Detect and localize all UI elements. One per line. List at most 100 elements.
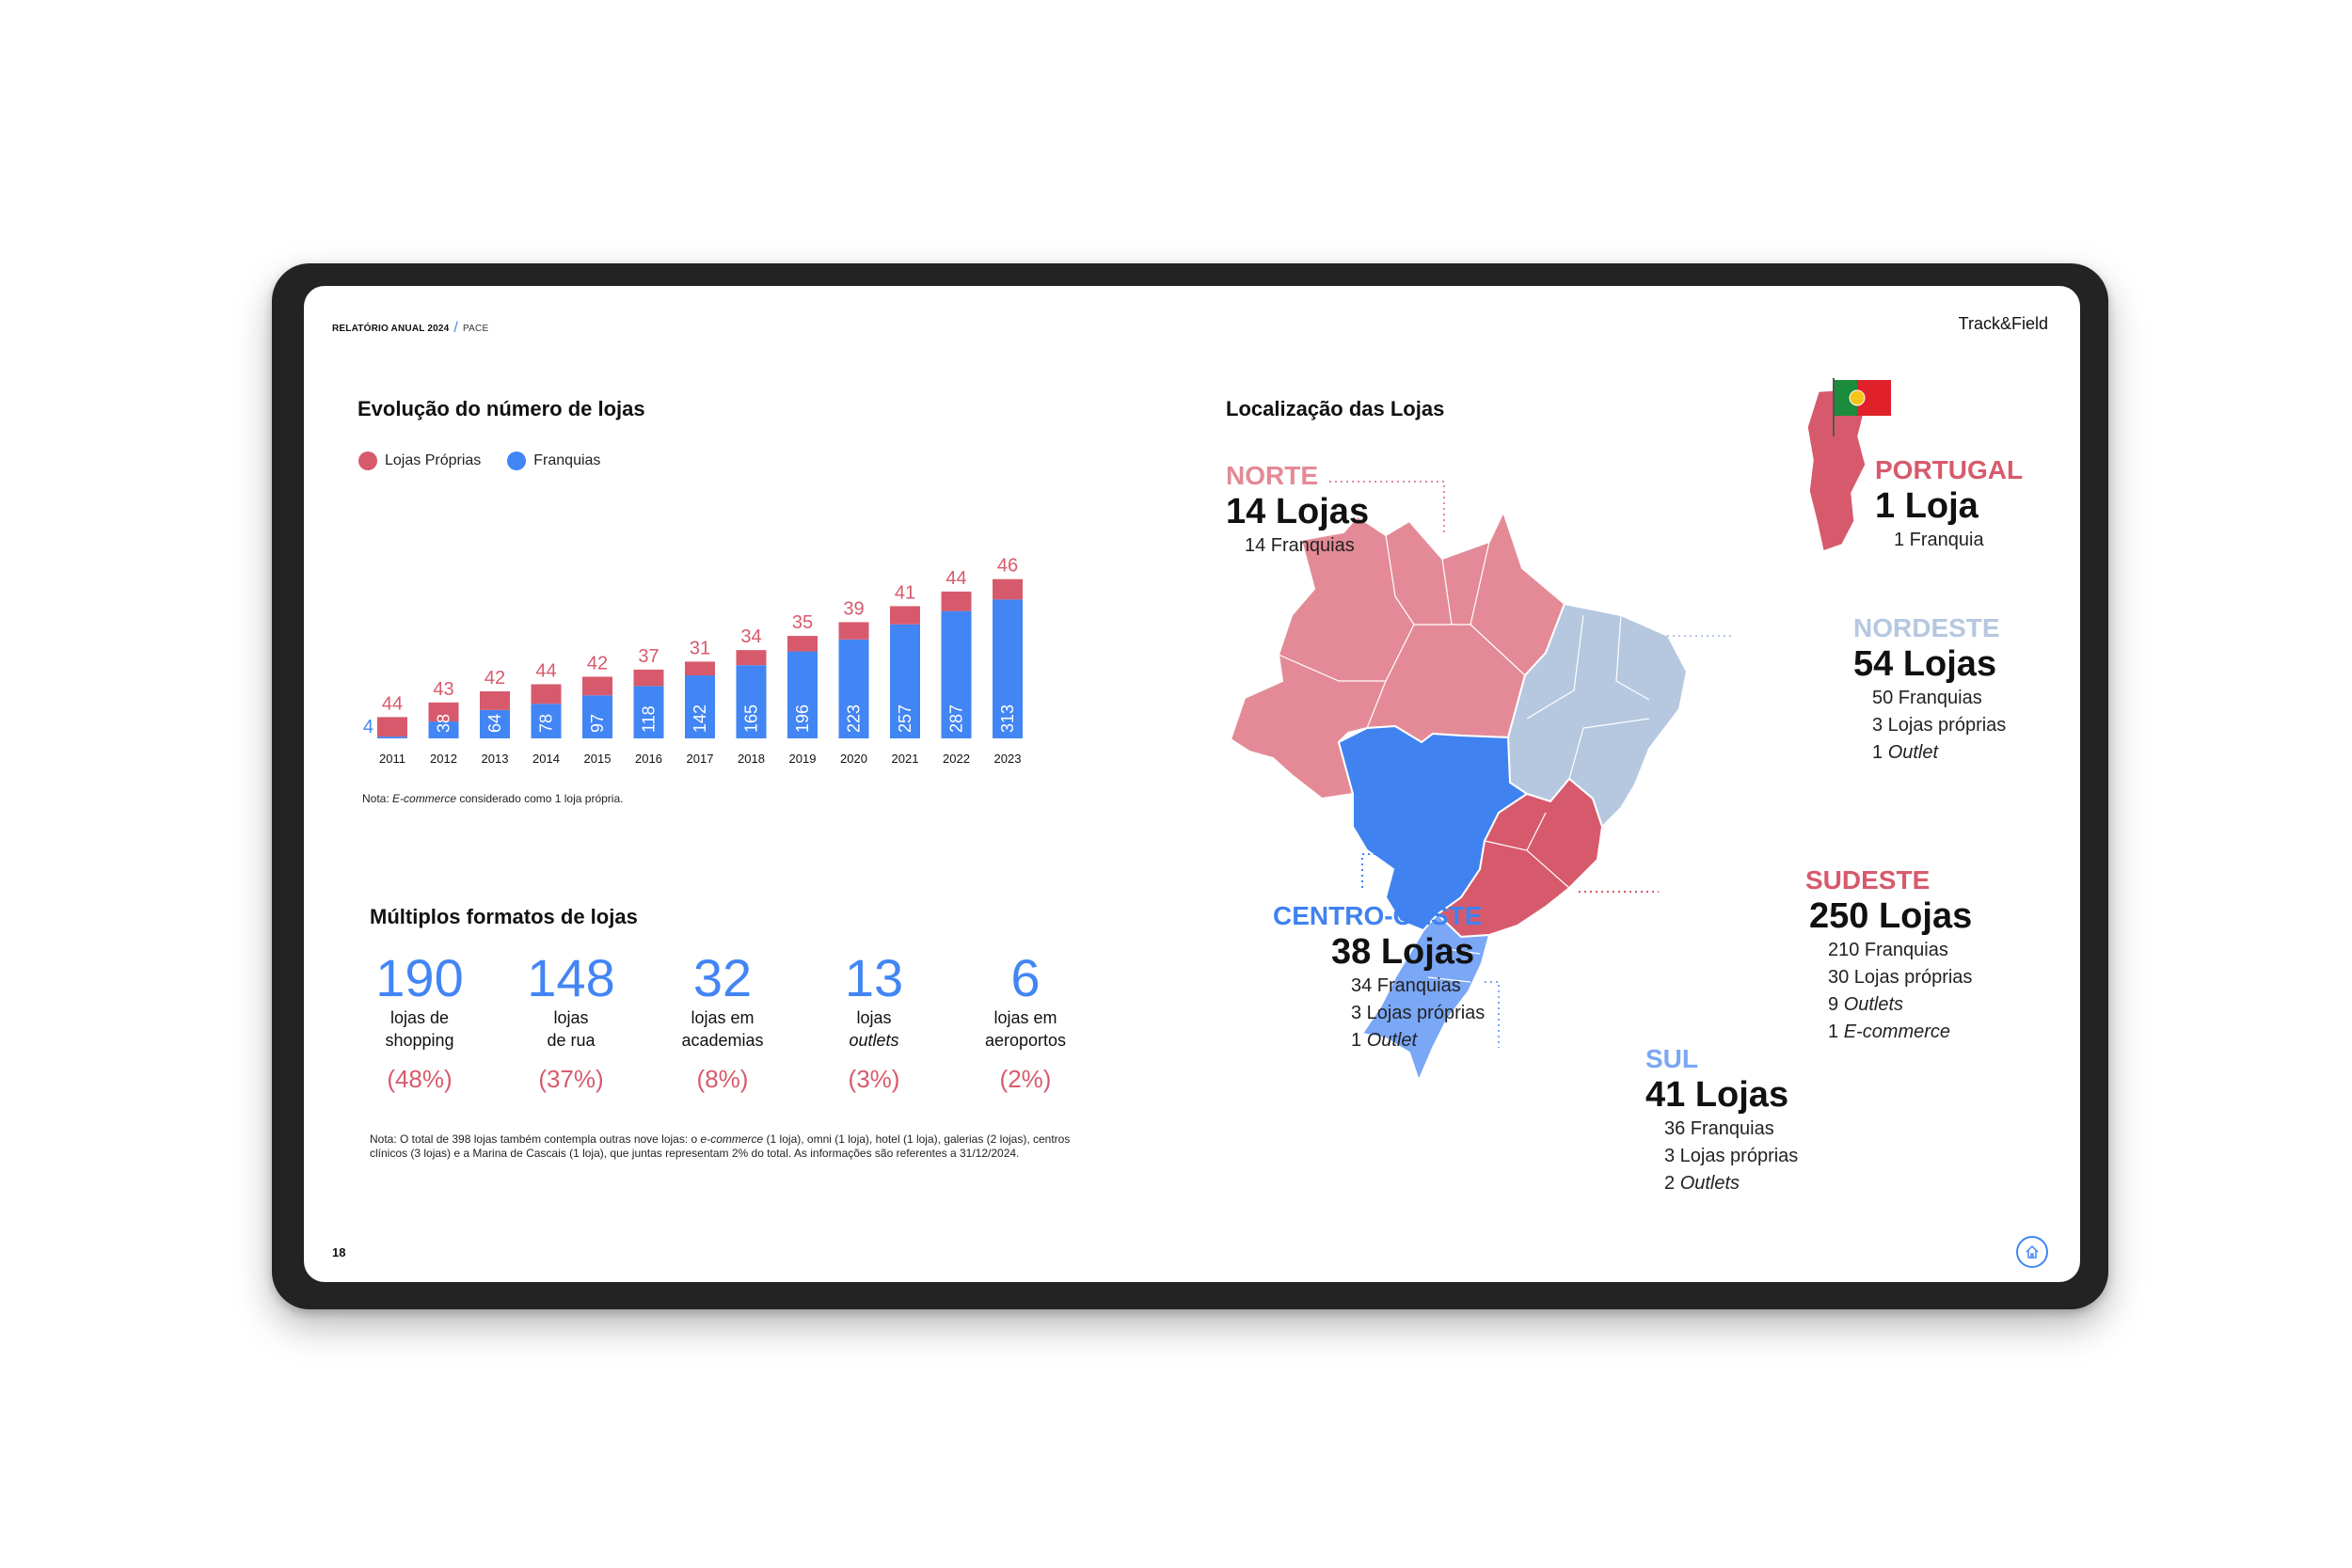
bar-franquias-2014 [531,704,562,738]
detail-word: Outlet [1366,1030,1418,1051]
format-label-1: lojas [553,1008,589,1027]
tick-label-2016: 2016 [635,752,662,766]
region-name: NORDESTE [1853,613,2000,642]
map-title: Localização das Lojas [1226,397,1445,420]
bar-franquias-2023 [993,599,1023,738]
region-detail: 3 Lojas próprias [1872,715,2007,736]
tick-label-2020: 2020 [840,752,867,766]
label-proprias-2013: 42 [485,668,505,689]
label-franquias-2021: 257 [896,705,914,733]
chart-note: Nota: E-commerce considerado como 1 loja… [362,792,623,806]
region-detail-outlets: 2 Outlets [1664,1170,1798,1197]
label-proprias-2018: 34 [740,626,761,647]
leader-centro-oeste-line [1361,853,1442,888]
report-header: RELATÓRIO ANUAL 2024 / PACE [332,320,488,337]
format-outlets: 13 lojas outlets (3%) [808,950,940,1094]
label-proprias-2021: 41 [895,582,915,603]
region-details: 50 Franquias 3 Lojas próprias 1 Outlet [1853,685,2006,767]
legend-dot-proprias [358,451,377,470]
detail-num: 2 [1664,1173,1676,1194]
tick-label-2017: 2017 [687,752,714,766]
home-button[interactable] [2016,1236,2048,1268]
region-sudeste: SUDESTE 250 Lojas 210 Franquias 30 Lojas… [1805,865,1972,1046]
bar-franquias-2016 [633,686,664,738]
region-sudeste-shape [1436,777,1604,939]
region-sul-shape [1360,912,1491,1084]
bar-proprias-2012 [428,702,459,722]
bar-proprias-2022 [941,591,972,611]
chart-note-prefix: Nota: [362,792,393,805]
label-proprias-2011: 44 [382,693,403,714]
format-academias: 32 lojas em academias (8%) [657,950,788,1094]
legend-dot-franquias [507,451,527,470]
label-franquias-2020: 223 [845,705,864,733]
region-nordeste: NORDESTE 54 Lojas 50 Franquias 3 Lojas p… [1853,613,2006,767]
stores-bar-chart: 4442011433820124264201344782014429720153… [363,556,1023,766]
header-slash: / [453,320,459,336]
legend-item-franquias: Franquias [507,451,600,470]
region-detail-ecommerce: 1 E-commerce [1828,1019,1972,1046]
detail-word: Outlets [1679,1173,1740,1194]
header-section: PACE [463,323,489,334]
format-label-1: lojas de [389,1008,450,1027]
format-pct: (37%) [538,1065,604,1093]
formats-note-italic: e-commerce [700,1132,764,1146]
label-proprias-2016: 37 [638,646,659,667]
format-value: 190 [375,948,464,1007]
region-detail-outlet: 1 Outlet [1872,739,2006,767]
tick-label-2018: 2018 [738,752,765,766]
region-details: 210 Franquias 30 Lojas próprias 9 Outlet… [1805,937,1972,1046]
format-pct: (48%) [387,1065,453,1093]
label-franquias-2012: 38 [435,714,453,733]
format-label-1: lojas em [691,1008,755,1027]
bar-proprias-2023 [993,578,1023,600]
tick-label-2015: 2015 [584,752,612,766]
tick-label-2012: 2012 [430,752,457,766]
format-pct: (2%) [999,1065,1052,1093]
bar-franquias-2020 [838,639,869,738]
format-value: 13 [844,948,904,1007]
bar-proprias-2019 [787,636,818,652]
region-detail: 36 Franquias [1664,1118,1774,1139]
label-proprias-2022: 44 [946,568,966,589]
format-pct: (3%) [848,1065,900,1093]
leader-norte [1329,481,1445,532]
stores-map [1229,378,1891,1084]
formats-note: Nota: O total de 398 lojas também contem… [370,1132,1085,1161]
detail-num: 1 [1828,1022,1839,1042]
region-detail: 3 Lojas próprias [1351,1003,1486,1023]
detail-word: Outlets [1843,994,1904,1015]
tick-label-2013: 2013 [482,752,509,766]
region-count: 38 Lojas [1331,932,1475,972]
formats-note-a: Nota: O total de 398 lojas também contem… [370,1132,701,1146]
format-label-2: outlets [849,1031,899,1050]
region-name: SUDESTE [1805,865,1931,895]
format-pct: (8%) [696,1065,749,1093]
bar-franquias-2018 [736,665,767,738]
region-name: CENTRO-OESTE [1273,901,1483,930]
label-proprias-2017: 31 [690,638,710,658]
format-value: 32 [692,948,753,1007]
bar-franquias-2017 [685,675,715,738]
format-value: 6 [1010,948,1041,1007]
formats-title: Múltiplos formatos de lojas [370,905,638,928]
bar-proprias-2013 [480,691,510,710]
bar-franquias-2015 [582,695,612,738]
format-label-2: de rua [547,1031,596,1050]
label-franquias-2015: 97 [588,714,607,733]
chart-note-suffix: considerado como 1 loja própria. [456,792,624,805]
bar-proprias-2018 [736,650,767,666]
region-portugal: PORTUGAL 1 Loja 1 Franquia [1875,455,2023,554]
flag-emblem [1849,389,1866,406]
detail-word: E-commerce [1843,1022,1951,1042]
label-proprias-2023: 46 [997,556,1018,577]
report-title: RELATÓRIO ANUAL 2024 [332,323,450,334]
tick-label-2023: 2023 [994,752,1022,766]
region-count: 54 Lojas [1853,644,1997,684]
bar-franquias-2013 [480,709,510,738]
label-franquias-2017: 142 [691,705,709,733]
label-franquias-2018: 165 [742,705,761,733]
detail-num: 1 [1872,742,1883,763]
bar-franquias-2022 [941,610,972,738]
detail-num: 9 [1828,994,1839,1015]
